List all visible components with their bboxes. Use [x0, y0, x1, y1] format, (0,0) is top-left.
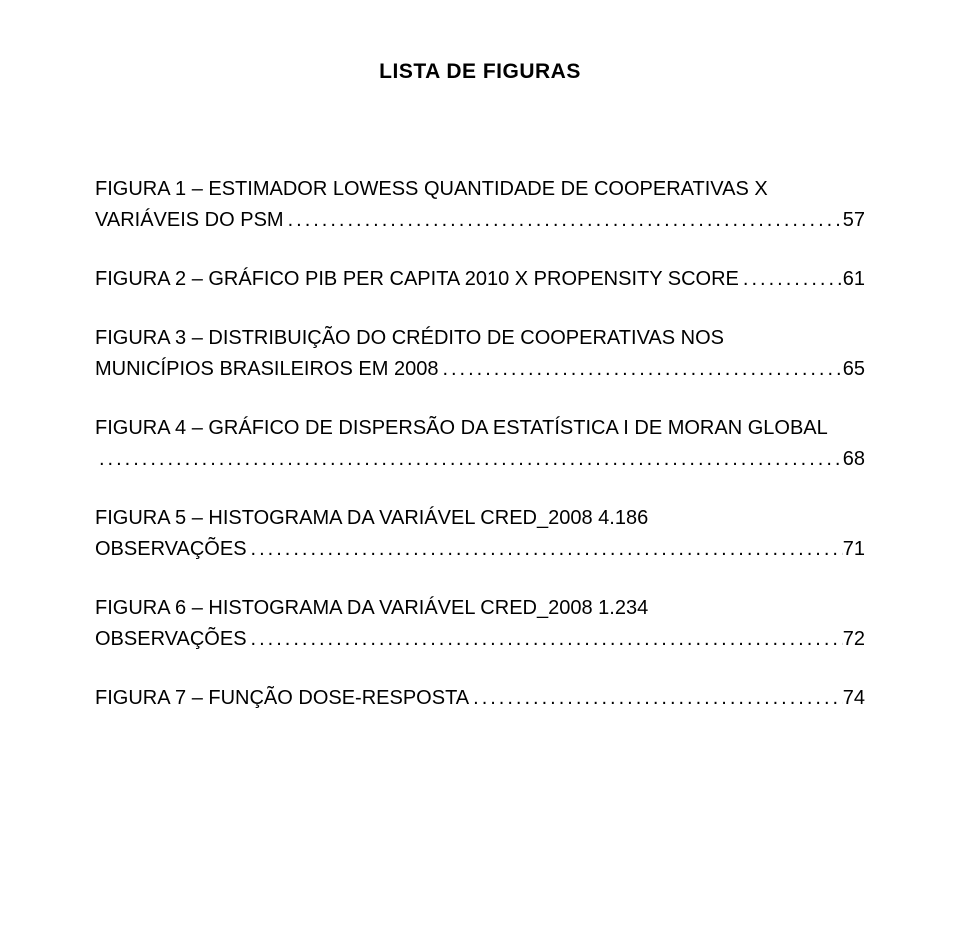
- toc-entry-label: FIGURA 7 – FUNÇÃO DOSE-RESPOSTA: [95, 683, 469, 714]
- toc-entry: FIGURA 3 – DISTRIBUIÇÃO DO CRÉDITO DE CO…: [95, 323, 865, 385]
- toc-list: FIGURA 1 – ESTIMADOR LOWESS QUANTIDADE D…: [95, 174, 865, 714]
- toc-entry-line: FIGURA 3 – DISTRIBUIÇÃO DO CRÉDITO DE CO…: [95, 323, 865, 354]
- toc-entry-label: MUNICÍPIOS BRASILEIROS EM 2008: [95, 354, 438, 385]
- toc-entry: FIGURA 4 – GRÁFICO DE DISPERSÃO DA ESTAT…: [95, 413, 865, 475]
- toc-entry-line: FIGURA 4 – GRÁFICO DE DISPERSÃO DA ESTAT…: [95, 413, 865, 444]
- toc-entry-line: FIGURA 6 – HISTOGRAMA DA VARIÁVEL CRED_2…: [95, 593, 865, 624]
- page-container: LISTA DE FIGURAS FIGURA 1 – ESTIMADOR LO…: [0, 0, 960, 948]
- toc-dots: ........................................…: [284, 205, 843, 236]
- toc-entry-line: FIGURA 1 – ESTIMADOR LOWESS QUANTIDADE D…: [95, 174, 865, 205]
- toc-entry-label: OBSERVAÇÕES: [95, 534, 247, 565]
- toc-entry-page: 74: [843, 683, 865, 714]
- toc-entry-page: 57: [843, 205, 865, 236]
- toc-entry-page: 65: [843, 354, 865, 385]
- toc-dots: ........................................…: [469, 683, 843, 714]
- toc-entry: FIGURA 1 – ESTIMADOR LOWESS QUANTIDADE D…: [95, 174, 865, 236]
- toc-dots: ........................................…: [95, 444, 843, 475]
- toc-entry-label: FIGURA 2 – GRÁFICO PIB PER CAPITA 2010 X…: [95, 264, 739, 295]
- toc-dots: ........................................…: [438, 354, 842, 385]
- toc-dots: ........................................…: [739, 264, 843, 295]
- toc-entry-page: 68: [843, 444, 865, 475]
- toc-entry: FIGURA 6 – HISTOGRAMA DA VARIÁVEL CRED_2…: [95, 593, 865, 655]
- toc-entry-page: 72: [843, 624, 865, 655]
- toc-entry: FIGURA 5 – HISTOGRAMA DA VARIÁVEL CRED_2…: [95, 503, 865, 565]
- toc-entry-label: VARIÁVEIS DO PSM: [95, 205, 284, 236]
- toc-dots: ........................................…: [247, 534, 843, 565]
- toc-entry: FIGURA 7 – FUNÇÃO DOSE-RESPOSTA ........…: [95, 683, 865, 714]
- toc-entry: FIGURA 2 – GRÁFICO PIB PER CAPITA 2010 X…: [95, 264, 865, 295]
- toc-dots: ........................................…: [247, 624, 843, 655]
- toc-entry-page: 71: [843, 534, 865, 565]
- list-of-figures-heading: LISTA DE FIGURAS: [95, 60, 865, 84]
- toc-entry-line: FIGURA 5 – HISTOGRAMA DA VARIÁVEL CRED_2…: [95, 503, 865, 534]
- toc-entry-label: OBSERVAÇÕES: [95, 624, 247, 655]
- toc-entry-page: 61: [843, 264, 865, 295]
